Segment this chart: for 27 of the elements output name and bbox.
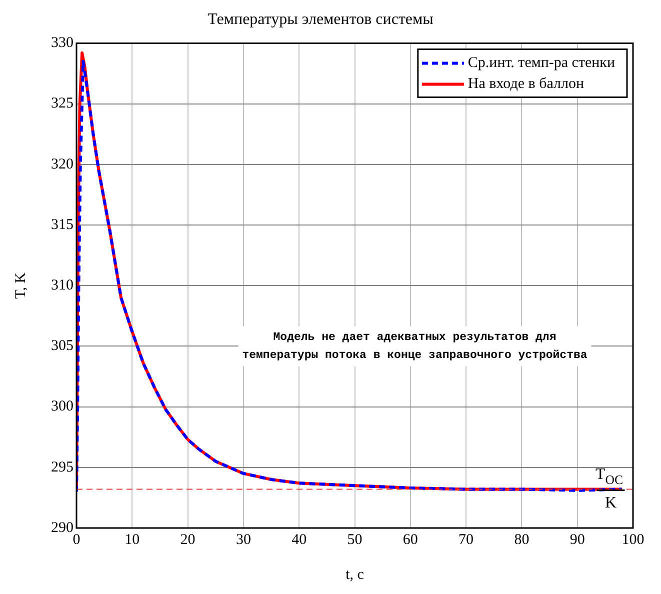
- chart-title: Температуры элементов системы: [208, 10, 434, 28]
- x-axis-title: t, c: [346, 566, 364, 583]
- x-tick-label: 60: [402, 532, 418, 548]
- annotation: Модель не дает адекватных результатов для температуры потока в конце заправочного устройства: [242, 331, 588, 362]
- y-axis-title: T, K: [12, 272, 29, 299]
- y-tick-label: 330: [51, 35, 74, 52]
- y-tick-label: 305: [51, 338, 74, 354]
- y-tick-label: 315: [51, 216, 74, 233]
- x-tick-label: 20: [180, 532, 196, 548]
- y-tick-label: 300: [51, 398, 74, 415]
- x-tick-label: 40: [292, 532, 307, 548]
- y-tick-label: 295: [51, 459, 74, 476]
- y-tick-label: 290: [51, 520, 74, 536]
- x-tick-label: 10: [124, 532, 140, 548]
- annotation: K: [604, 494, 617, 512]
- legend-label: На входе в баллон: [468, 76, 584, 92]
- y-tick-label: 325: [51, 96, 74, 112]
- x-tick-label: 90: [570, 532, 585, 548]
- y-tick-label: 310: [51, 278, 74, 294]
- y-tick-label: 320: [51, 156, 74, 172]
- x-tick-label: 70: [458, 532, 474, 548]
- x-tick-label: 0: [72, 532, 80, 548]
- legend-label: Ср.инт. темп-ра стенки: [468, 55, 616, 72]
- x-tick-label: 30: [236, 532, 251, 548]
- x-tick-label: 80: [514, 532, 530, 548]
- x-tick-label: 50: [347, 532, 362, 548]
- x-tick-label: 100: [622, 532, 644, 548]
